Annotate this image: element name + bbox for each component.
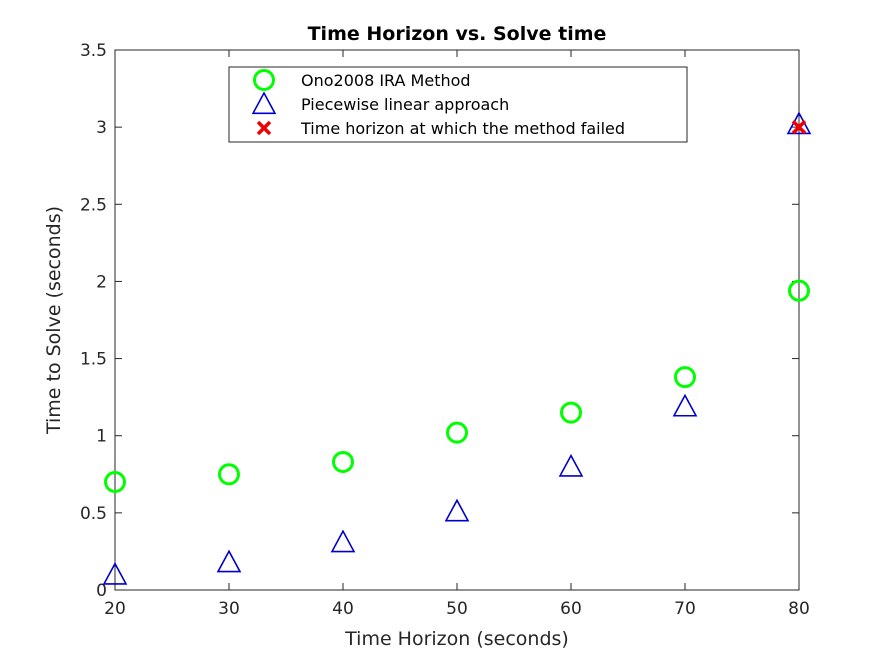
y-tick-label: 3.5 [80, 41, 107, 61]
x-tick-label: 80 [788, 599, 810, 619]
x-tick-label: 20 [104, 599, 126, 619]
piecewise-point [216, 549, 242, 573]
ono2008-point [104, 471, 126, 493]
legend-label: Time horizon at which the method failed [300, 119, 625, 138]
legend-marker-piecewise-point [251, 91, 277, 115]
ono2008-point [446, 421, 468, 444]
y-tick-label: 2 [96, 272, 107, 292]
legend-marker-failed-point [256, 120, 272, 136]
chart-title: Time Horizon vs. Solve time [308, 23, 607, 45]
y-tick-label: 3 [96, 118, 107, 138]
legend-box [228, 66, 688, 143]
x-tick-label: 60 [560, 599, 582, 619]
x-tick-label: 70 [674, 599, 696, 619]
ono2008-point [674, 366, 696, 389]
data-marks [102, 111, 812, 585]
y-tick-label: 1 [96, 427, 107, 447]
x-tick-label: 50 [446, 599, 468, 619]
legend-label: Piecewise linear approach [301, 95, 509, 114]
x-axis-label: Time Horizon (seconds) [344, 628, 569, 650]
failed-point-stroke [791, 119, 807, 135]
piecewise-point [102, 561, 128, 585]
y-tick-label: 0 [96, 581, 107, 601]
x-tick-label: 40 [332, 599, 354, 619]
ono2008-point [332, 450, 354, 473]
ono2008-point [218, 463, 240, 486]
y-axis-label: Time to Solve (seconds) [43, 206, 65, 435]
ono2008-point [788, 279, 810, 302]
piecewise-point [330, 529, 356, 553]
legend-marker-failed-point-stroke [256, 120, 272, 136]
piecewise-point [558, 453, 584, 477]
piecewise-point [444, 498, 470, 522]
y-tick-label: 0.5 [80, 504, 107, 524]
y-tick-label: 2.5 [80, 195, 107, 215]
legend-marker-ono2008-point [253, 69, 275, 91]
ono2008-point [560, 401, 582, 424]
x-tick-label: 30 [218, 599, 240, 619]
legend-label: Ono2008 IRA Method [301, 71, 471, 90]
failed-point [791, 119, 807, 135]
piecewise-point [672, 393, 698, 417]
legend: Ono2008 IRA Method Piecewise linear appro… [228, 66, 688, 143]
axis-ticks: 20 30 40 50 60 70 80 0 0.5 1 1.5 2 2.5 3 3.5 [80, 41, 810, 619]
y-tick-label: 1.5 [80, 350, 107, 370]
